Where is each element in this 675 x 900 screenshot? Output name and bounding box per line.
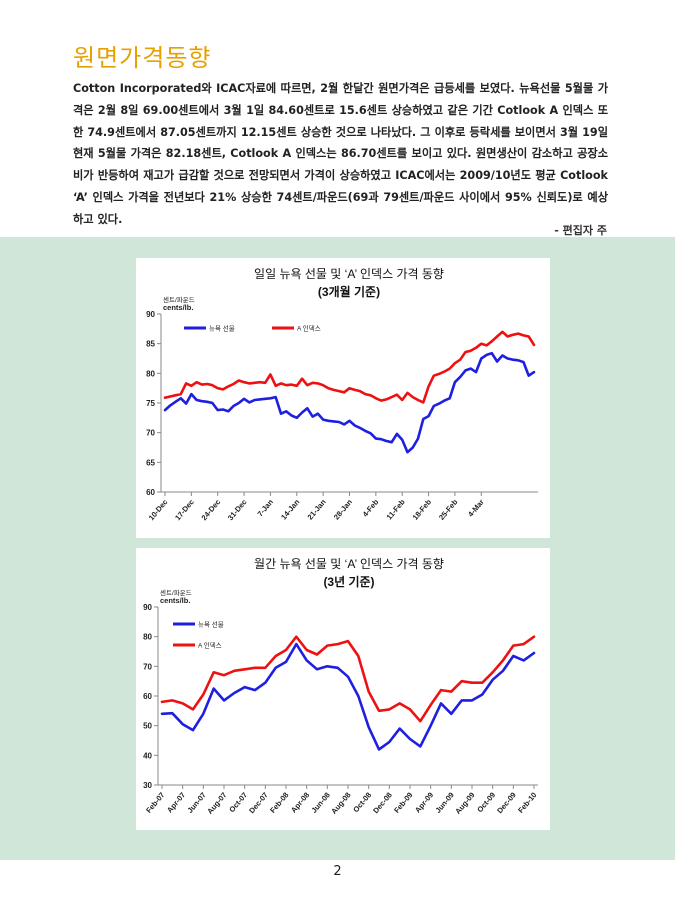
x-tick-label: 21-Jan xyxy=(306,497,328,521)
x-tick-label: 14-Jan xyxy=(279,497,301,521)
legend-label: A 인덱스 xyxy=(198,641,222,650)
y-tick-label: 90 xyxy=(143,603,152,612)
daily-chart-svg: 일일 뉴욕 선물 및 ‘A’ 인덱스 가격 동향 (3개월 기준) 센트/파운드ce… xyxy=(146,267,538,523)
y-tick-label: 60 xyxy=(143,692,152,701)
x-tick-label: 17-Dec xyxy=(173,498,196,523)
series-line-ny-futures xyxy=(163,351,536,454)
legend-label: 뉴욕 선물 xyxy=(198,620,224,629)
y-tick-label: 85 xyxy=(146,340,155,349)
x-tick-label: 18-Feb xyxy=(411,497,434,522)
x-tick-label: 4-Mar xyxy=(466,497,486,518)
x-tick-label: 7-Jan xyxy=(255,497,275,518)
monthly-price-chart: 월간 뉴욕 선물 및 ‘A’ 인덱스 가격 동향 (3년 기준) 센트/파운드 cen… xyxy=(136,548,550,830)
x-tick-label: Feb-07 xyxy=(144,791,166,815)
x-tick-label: Apr-07 xyxy=(165,791,187,815)
x-tick-label: Jun-08 xyxy=(309,791,331,815)
chart-subtitle: (3개월 기준) xyxy=(318,284,380,299)
x-tick-label: 11-Feb xyxy=(385,497,407,521)
x-tick-label: 31-Dec xyxy=(226,498,249,523)
x-tick-label: Oct-09 xyxy=(475,791,497,815)
x-tick-label: 25-Feb xyxy=(437,497,460,522)
y-axis-label-kr: 센트/파운드 xyxy=(160,588,192,597)
y-axis-label-kr: 센트/파운드 xyxy=(163,295,195,304)
legend-label: 뉴욕 선물 xyxy=(209,324,235,333)
series-line-a-index xyxy=(160,635,536,723)
y-tick-label: 50 xyxy=(143,722,152,731)
x-tick-label: Oct-07 xyxy=(227,791,249,815)
x-tick-label: Dec-07 xyxy=(247,791,270,816)
x-tick-label: Jun-07 xyxy=(185,791,207,815)
y-tick-label: 70 xyxy=(146,429,155,438)
y-axis-label-en: cents/lb. xyxy=(160,596,190,605)
x-tick-label: Aug-07 xyxy=(205,791,228,816)
x-tick-label: Jun-09 xyxy=(433,791,455,815)
y-tick-label: 30 xyxy=(143,781,152,790)
chart-subtitle: (3년 기준) xyxy=(323,574,374,589)
y-tick-label: 60 xyxy=(146,488,155,497)
series-line-ny-futures xyxy=(160,642,536,751)
x-tick-label: Aug-09 xyxy=(453,791,476,816)
legend-label: A 인덱스 xyxy=(297,324,321,333)
x-tick-label: 28-Jan xyxy=(332,497,354,521)
chart-title: 월간 뉴욕 선물 및 ‘A’ 인덱스 가격 동향 xyxy=(254,557,444,571)
x-tick-label: Feb-10 xyxy=(516,791,538,815)
editor-note: - 편집자 주 xyxy=(554,224,607,237)
y-tick-label: 70 xyxy=(143,662,152,671)
chart-title: 일일 뉴욕 선물 및 ‘A’ 인덱스 가격 동향 xyxy=(254,267,444,281)
daily-price-chart: 일일 뉴욕 선물 및 ‘A’ 인덱스 가격 동향 (3개월 기준) 센트/파운드 ce… xyxy=(136,258,550,538)
page-number: 2 xyxy=(333,864,342,879)
x-tick-label: Feb-08 xyxy=(268,791,290,815)
x-tick-label: Dec-09 xyxy=(495,791,518,816)
y-tick-label: 75 xyxy=(146,399,155,408)
article-paragraph: Cotton Incorporated와 ICAC자료에 따르면, 2월 한달간… xyxy=(73,82,608,226)
page-title: 원면가격동향 xyxy=(73,44,212,72)
y-tick-label: 40 xyxy=(143,751,152,760)
x-tick-label: Apr-09 xyxy=(413,791,435,815)
y-tick-label: 80 xyxy=(146,369,155,378)
y-tick-label: 90 xyxy=(146,310,155,319)
y-axis-label-en: cents/lb. xyxy=(163,303,193,312)
x-tick-label: Feb-09 xyxy=(392,791,414,815)
x-tick-label: Dec-08 xyxy=(371,791,394,816)
series-line-a-index xyxy=(163,330,536,404)
x-tick-label: Aug-08 xyxy=(329,791,352,816)
x-tick-label: 10-Dec xyxy=(147,498,170,523)
y-tick-label: 65 xyxy=(146,458,155,467)
x-tick-label: 4-Feb xyxy=(361,497,381,518)
x-tick-label: 24-Dec xyxy=(200,498,223,523)
x-tick-label: Apr-08 xyxy=(289,791,311,815)
monthly-chart-svg: 월간 뉴욕 선물 및 ‘A’ 인덱스 가격 동향 (3년 기준) 센트/파운드cen… xyxy=(143,557,538,816)
y-tick-label: 80 xyxy=(143,633,152,642)
x-tick-label: Oct-08 xyxy=(351,791,373,815)
